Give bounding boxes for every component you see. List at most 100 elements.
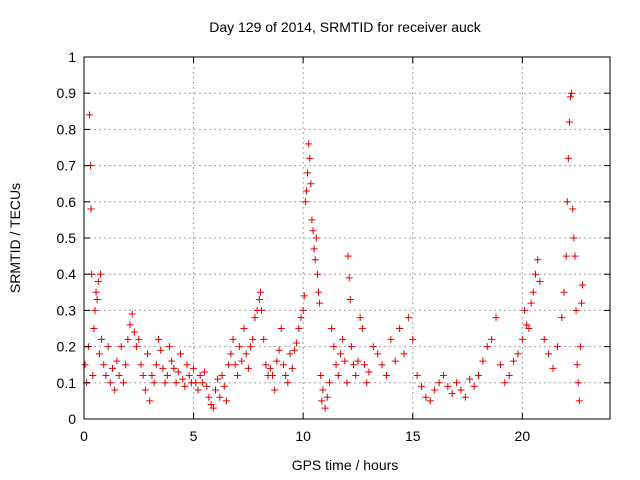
data-point [307,180,315,188]
data-point [163,372,171,380]
data-point [323,393,331,401]
data-point [170,364,178,372]
data-point [212,386,219,394]
data-point [209,404,217,412]
data-point [563,198,571,206]
data-point [305,140,313,148]
data-point [295,325,303,332]
data-point [273,357,281,365]
data-point [181,382,189,390]
data-point [553,343,561,351]
data-point [102,372,110,380]
data-point [194,386,202,394]
data-point [266,364,274,372]
plot-frame [83,56,611,420]
axis-ticks: 00.10.20.30.40.50.60.70.80.910 5 10 15 20 [57,49,610,444]
data-point [521,306,529,314]
data-point [168,357,176,365]
data-point [174,368,182,376]
x-tick-label: 10 [295,428,311,444]
data-point [325,379,333,387]
y-tick-label: 0.1 [57,375,77,391]
data-point [332,361,340,369]
data-point [565,118,573,126]
data-point [231,361,239,369]
data-point [309,227,317,235]
data-point [249,335,257,343]
data-point [361,361,369,369]
gridlines [84,57,610,419]
data-point [409,335,417,343]
data-point [558,314,566,322]
data-point [157,346,165,354]
data-point [240,325,248,332]
data-point [346,296,354,304]
data-point [282,372,290,380]
data-point [176,350,184,358]
data-point [203,382,211,390]
data-point [141,386,149,394]
data-point [115,372,123,380]
data-point [418,382,426,390]
data-point [85,111,93,119]
data-point [574,379,582,387]
y-tick-label: 0.4 [57,266,77,282]
data-point [183,361,191,369]
data-point [93,296,101,304]
data-point [567,93,575,101]
data-point [172,379,180,387]
data-point [345,274,353,282]
data-point [344,252,352,260]
data-point [431,386,439,394]
data-point [334,372,342,380]
data-point [302,187,310,195]
data-point [534,256,542,264]
data-point [365,368,373,376]
data-point [185,372,193,380]
data-point [343,379,351,387]
data-point [311,256,319,264]
data-point [179,375,187,383]
data-point [205,393,213,401]
data-point [225,361,233,369]
data-point [96,270,104,278]
y-tick-label: 1 [68,49,76,65]
data-point [358,325,366,332]
data-point [130,328,138,336]
data-point [108,364,116,372]
data-point [439,372,447,380]
x-tick-label: 5 [190,428,198,444]
data-point [540,335,548,343]
data-point [470,382,478,390]
data-point [290,346,298,354]
data-point [341,357,349,365]
data-point [81,361,89,369]
y-tick-label: 0.7 [57,158,77,174]
data-point [475,372,482,380]
data-point [518,335,526,343]
data-point [378,361,386,369]
data-point [422,393,430,401]
data-point [236,343,244,351]
data-point [119,379,127,387]
data-point [247,343,255,351]
data-point [496,361,504,369]
data-point [126,321,134,329]
x-tick-label: 15 [405,428,421,444]
data-point [549,364,557,372]
data-point [354,357,362,365]
data-point [525,325,533,332]
data-point [315,288,323,296]
data-point [501,379,509,387]
data-point [159,364,167,372]
x-tick-label: 0 [80,428,88,444]
data-point [321,404,329,412]
data-point [293,339,301,347]
data-point [531,270,539,278]
y-tick-label: 0.3 [57,302,77,318]
data-point [576,343,584,351]
data-point [453,379,461,387]
data-point [262,361,270,369]
data-point [233,372,241,380]
